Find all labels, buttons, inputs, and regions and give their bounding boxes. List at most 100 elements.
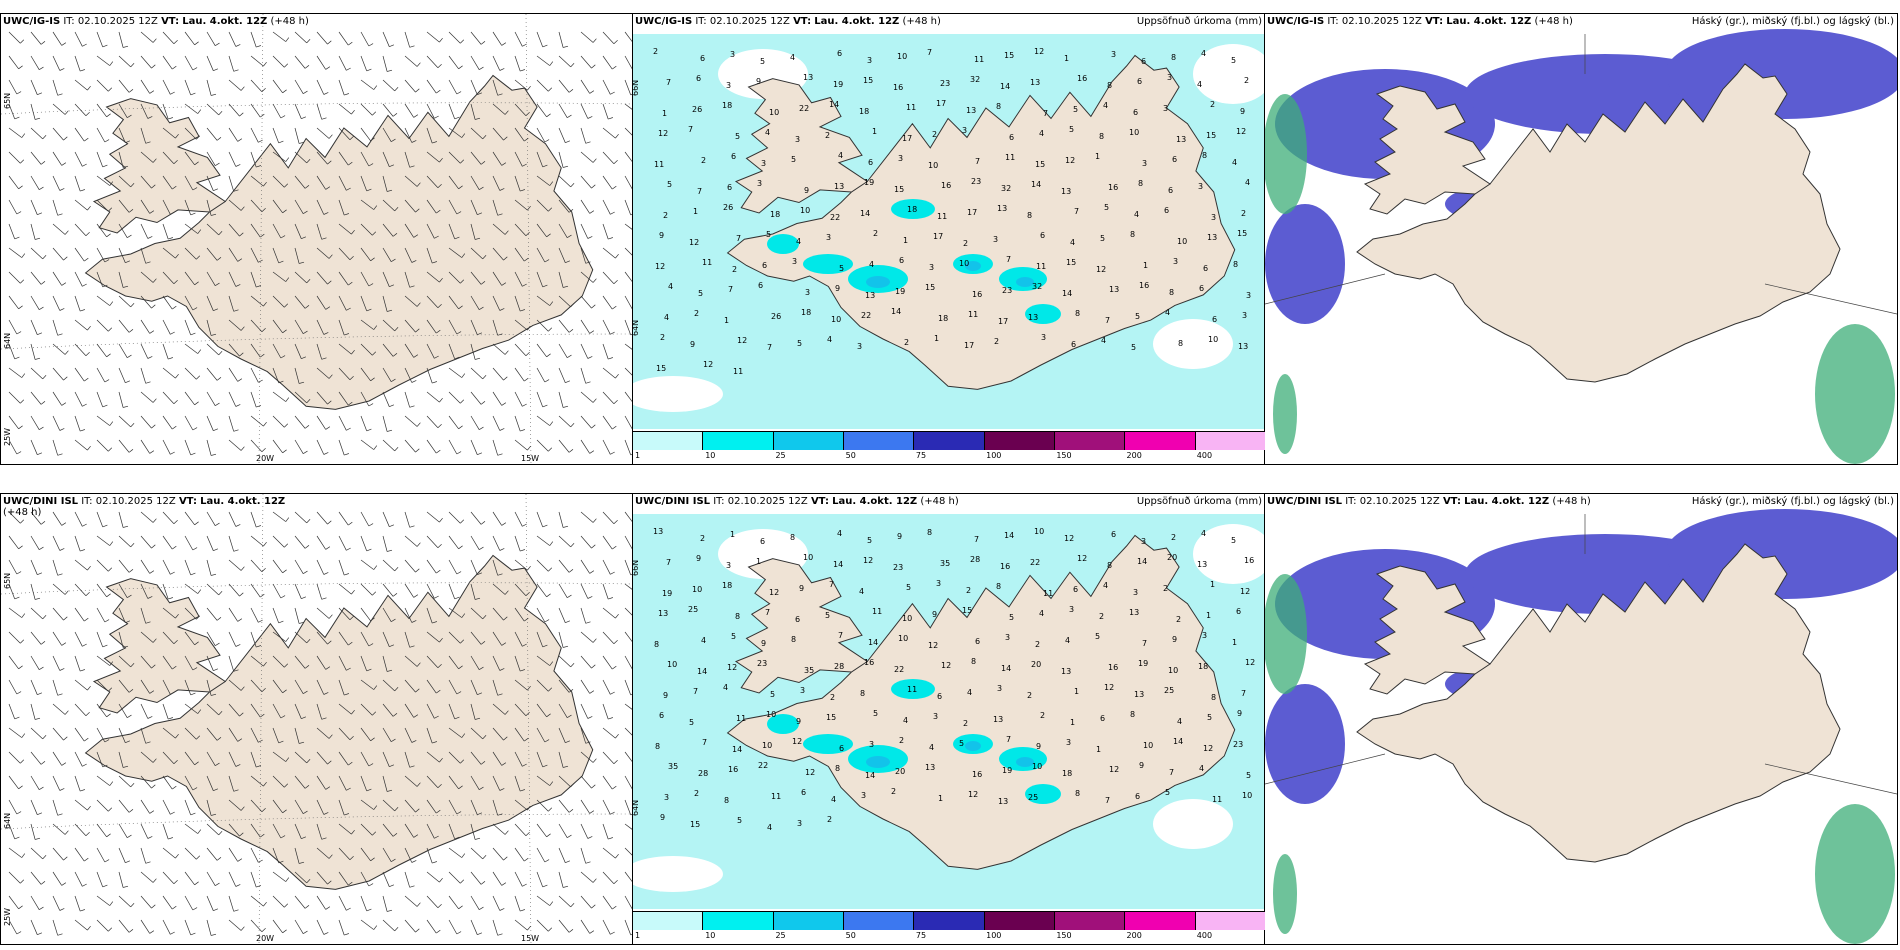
wind-barb: [624, 847, 633, 857]
wind-barb-flag: [392, 113, 398, 117]
wind-barb: [624, 223, 633, 231]
wind-barb: [228, 127, 238, 142]
lon-label-15w: 15W: [521, 454, 540, 463]
wind-barb-flag: [368, 43, 374, 47]
wind-barb-flag: [387, 909, 393, 912]
wind-barb: [580, 175, 592, 189]
wind-barb: [294, 343, 302, 359]
wind-barb-flag: [284, 663, 289, 668]
precip-value: 10: [831, 315, 841, 324]
precip-value: 5: [1073, 105, 1078, 114]
wind-barb: [404, 751, 411, 768]
wind-barb: [8, 895, 19, 910]
precip-value: 8: [860, 689, 865, 698]
precip-value: 2: [825, 131, 830, 140]
wind-barb-flag: [194, 641, 199, 646]
wind-barb-flag: [233, 909, 239, 912]
wind-barb-flag: [325, 786, 331, 790]
wind-barb-flag: [16, 931, 22, 935]
wind-barb: [118, 559, 130, 573]
wind-barb: [536, 271, 544, 288]
wind-barb: [382, 271, 390, 287]
wind-barb-flag: [461, 373, 466, 378]
precip-value: 3: [857, 342, 862, 351]
precip-value: 6: [1172, 155, 1177, 164]
wind-barb-flag: [501, 642, 507, 646]
wind-barb-flag: [366, 668, 372, 672]
wind-barb: [30, 919, 38, 935]
wind-barb-flag: [237, 858, 243, 862]
wind-barb-flag: [349, 736, 354, 740]
wind-barb-flag: [373, 445, 378, 450]
wind-barb: [558, 343, 568, 358]
wind-barb: [492, 439, 499, 456]
precip-value: 25: [1164, 686, 1174, 695]
wind-barb-flag: [80, 669, 86, 672]
wind-barb: [30, 79, 38, 95]
wind-barb: [470, 319, 478, 335]
precip-value: 12: [1240, 587, 1250, 596]
wind-barb-flag: [213, 188, 219, 192]
precip-value: 2: [873, 229, 878, 238]
wind-barb: [558, 703, 568, 718]
wind-barb: [74, 175, 81, 192]
lon-label-25w: 25W: [3, 427, 12, 446]
wind-barb: [184, 871, 195, 886]
precip-value: 5: [698, 289, 703, 298]
wind-barb: [118, 535, 131, 548]
precip-value: 6: [1009, 133, 1014, 142]
wind-barb-flag: [327, 760, 332, 765]
wind-barb: [514, 439, 528, 451]
precip-value: 4: [1101, 336, 1106, 345]
wind-barb: [602, 535, 613, 550]
precip-value: 10: [897, 52, 907, 61]
wind-barb-flag: [211, 213, 217, 216]
wind-barb-flag: [325, 66, 331, 70]
wind-barb: [338, 847, 351, 860]
wind-barb-flag: [373, 925, 378, 930]
precip-value: 3: [993, 235, 998, 244]
wind-barb: [536, 751, 544, 768]
wind-barb: [140, 703, 149, 719]
wind-barb: [316, 607, 330, 619]
lat-label-66n: 66N: [632, 559, 640, 576]
precip-value: 3: [726, 561, 731, 570]
wind-barb-flag: [439, 157, 443, 163]
wind-barb: [96, 271, 104, 288]
wind-barb-flag: [565, 620, 571, 624]
wind-barb-flag: [173, 760, 178, 764]
wind-barb-flag: [64, 110, 69, 115]
wind-barb-flag: [83, 257, 89, 262]
wind-barb: [338, 343, 352, 355]
precip-value: 4: [903, 716, 908, 725]
wind-barb-flag: [83, 857, 89, 862]
wind-barb-flag: [63, 856, 68, 861]
wind-barb: [30, 31, 42, 45]
wind-barb: [492, 535, 501, 551]
wind-barb: [382, 919, 395, 932]
wind-barb-flag: [263, 181, 267, 187]
wind-barb-flag: [611, 545, 617, 550]
wind-barb-flag: [527, 685, 531, 691]
wind-barb: [74, 127, 85, 142]
wind-barb-flag: [64, 230, 69, 235]
wind-barb: [360, 919, 375, 930]
wind-barb: [228, 559, 242, 571]
wind-barb: [96, 655, 111, 666]
wind-barb: [360, 439, 375, 450]
wind-barb: [404, 631, 411, 648]
wind-barb-flag: [42, 375, 47, 380]
wind-barb-flag: [37, 452, 43, 456]
precip-value: 9: [1240, 107, 1245, 116]
wind-barb-flag: [192, 307, 198, 311]
wind-barb-flag: [149, 330, 155, 334]
wind-barb-flag: [175, 853, 179, 859]
precip-value: 12: [655, 262, 665, 271]
wind-barb: [338, 631, 349, 646]
wind-barb-flag: [372, 591, 377, 596]
precip-value: 3: [898, 154, 903, 163]
wind-barb-flag: [235, 524, 241, 527]
precip-value: 9: [660, 813, 665, 822]
wind-barb-flag: [349, 376, 354, 380]
colorbar-tick-label: 10: [705, 931, 716, 940]
